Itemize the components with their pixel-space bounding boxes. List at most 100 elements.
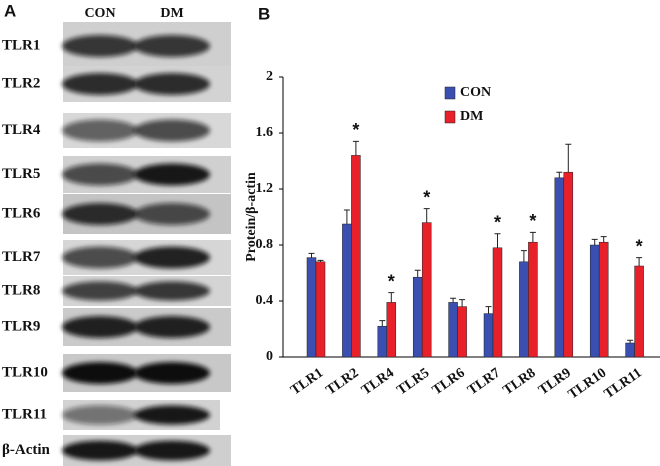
panel-label: B [258,4,270,23]
y-tick-label: 2 [266,69,273,84]
legend-swatch [444,110,456,124]
blot-band [62,246,138,269]
row-label: TLR2 [2,75,40,91]
bar [634,265,644,358]
x-tick-label: TLR2 [324,366,362,399]
row-label: TLR5 [2,166,40,182]
y-tick-label: 0.4 [256,293,274,308]
bar [377,325,388,358]
error-bar [494,233,501,248]
significance-marker: * [352,120,359,140]
blot-band [134,163,210,186]
bar [448,302,458,358]
legend-label: DM [460,109,483,124]
bar [563,171,574,358]
bar [554,177,565,358]
error-bar [423,208,430,223]
error-bar [600,236,607,243]
error-bar [520,250,527,262]
column-label: DM [160,6,183,21]
legend-swatch [444,86,456,100]
error-bar [627,339,634,343]
row-label: TLR1 [2,37,40,53]
x-tick-label: TLR6 [430,366,468,399]
bar [342,223,352,358]
blot-band [62,362,138,384]
error-bar [308,252,315,258]
y-axis-label: Protein/β-actin [244,172,259,262]
row-label: TLR9 [2,318,40,334]
bar [315,261,326,358]
x-tick-label: TLR4 [359,366,397,399]
error-bar [485,306,492,314]
blot-band [134,405,210,425]
y-tick-label: 0 [266,349,273,364]
row-label: TLR7 [2,249,41,265]
error-bar [556,171,563,178]
blot-band [134,316,210,338]
row-label: TLR8 [2,282,40,298]
blot-band [62,35,138,57]
error-bar [529,231,536,243]
row-label: β-Actin [2,442,51,458]
bar [492,247,503,358]
blot-band [134,246,210,269]
error-bar [379,320,386,327]
blot-band [62,405,138,425]
bar [306,257,317,358]
bar [421,222,432,358]
bar [598,241,609,358]
bar [351,155,361,358]
blot-band [134,281,210,301]
error-bar [388,292,395,303]
blot-band [134,203,210,225]
row-label: TLR4 [2,122,41,138]
blot-band [134,440,210,461]
x-tick-label: TLR8 [501,366,539,399]
blot-band [62,281,138,301]
x-tick-label: TLR5 [394,366,432,399]
blot-band [62,440,138,461]
significance-marker: * [423,187,430,207]
bar [386,302,397,358]
significance-marker: * [494,213,501,233]
blot-band [62,316,138,338]
error-bar [343,209,350,224]
bar [412,276,423,358]
column-label: CON [84,6,115,21]
error-bar [565,143,572,173]
blot-band [134,119,210,142]
panel-label: A [4,1,16,20]
blot-band [134,362,210,384]
error-bar [414,269,421,278]
blot-band [62,203,138,225]
significance-marker: * [529,211,536,231]
bar [528,241,538,358]
legend-label: CON [460,85,491,100]
x-tick-label: TLR11 [602,366,645,402]
blot-band [62,73,138,95]
error-bar [317,259,324,262]
error-bar [459,299,466,307]
blot-band [62,119,138,142]
error-bar [636,257,643,266]
bar [625,342,635,358]
error-bar [450,297,457,303]
x-tick-label: TLR7 [465,366,503,399]
bar [457,306,467,358]
x-tick-label: TLR1 [288,366,326,399]
row-label: TLR6 [2,205,41,221]
row-label: TLR10 [2,364,48,380]
bar [483,313,494,358]
error-bar [591,238,598,245]
bar [589,244,600,358]
row-label: TLR11 [2,406,47,422]
significance-marker: * [388,271,395,291]
x-tick-label: TLR10 [566,366,610,403]
y-tick-label: 0.8 [256,237,274,252]
y-tick-label: 1.2 [256,181,274,196]
blot-band [134,35,210,57]
bar [519,261,529,358]
blot-band [62,163,138,186]
